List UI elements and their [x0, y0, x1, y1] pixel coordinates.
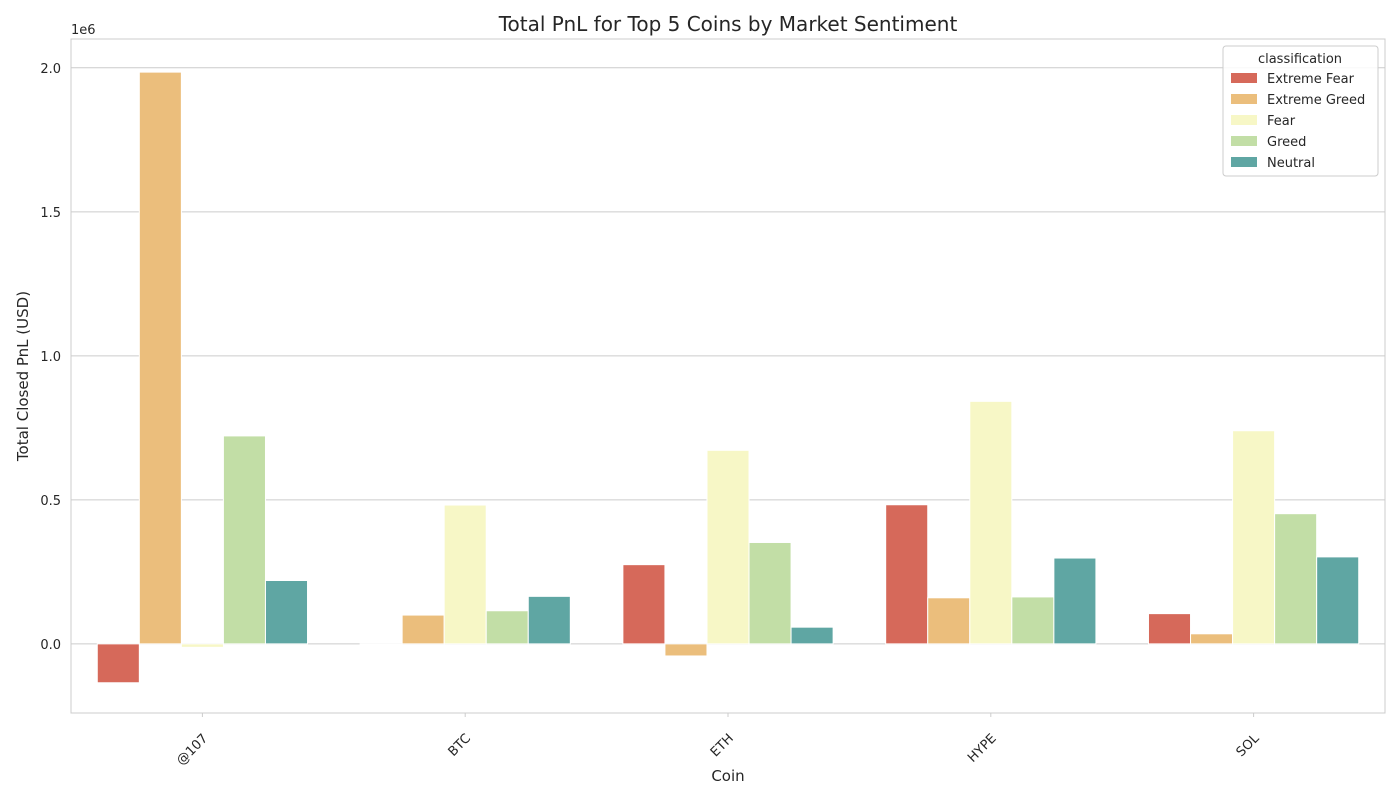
bar-SOL-neutral	[1316, 556, 1360, 645]
y-scale-multiplier: 1e6	[71, 23, 96, 38]
y-tick-label: 0.0	[40, 638, 61, 653]
bar-SOL-extreme-fear	[1147, 613, 1192, 645]
legend-swatch	[1231, 115, 1257, 125]
bar-@107-extreme-fear	[96, 643, 140, 684]
bar-BTC-neutral	[527, 595, 571, 645]
x-axis-label: Coin	[711, 767, 744, 785]
bar-BTC-greed	[485, 610, 529, 645]
y-tick-label: 0.5	[40, 494, 61, 509]
bars	[96, 71, 1360, 684]
bar-@107-greed	[222, 435, 266, 645]
bar-SOL-greed	[1274, 513, 1318, 645]
legend-box	[1222, 45, 1379, 177]
bar-SOL-extreme-greed	[1190, 633, 1234, 645]
y-tick-label: 1.5	[40, 206, 61, 221]
y-axis-label: Total Closed PnL (USD)	[14, 291, 32, 462]
bar-HYPE-neutral	[1053, 557, 1097, 645]
legend-label: Extreme Fear	[1267, 72, 1355, 87]
bar-ETH-greed	[748, 541, 792, 645]
bar-HYPE-fear	[969, 400, 1013, 645]
bar-BTC-fear	[443, 504, 487, 645]
legend-swatch	[1231, 136, 1257, 146]
bar-ETH-extreme-fear	[622, 564, 666, 645]
chart-title: Total PnL for Top 5 Coins by Market Sent…	[498, 12, 958, 36]
legend-label: Fear	[1267, 114, 1296, 129]
legend-swatch	[1231, 94, 1257, 104]
bar-SOL-fear	[1232, 430, 1276, 645]
legend-swatch	[1231, 73, 1257, 83]
bar-HYPE-greed	[1011, 596, 1055, 645]
legend: classification Extreme Fear Extreme Greed…	[1222, 45, 1379, 177]
bar-@107-extreme-greed	[138, 71, 182, 645]
bar-@107-fear	[180, 643, 224, 648]
legend-swatch	[1231, 157, 1257, 167]
legend-title: classification	[1258, 52, 1342, 67]
bar-ETH-extreme-greed	[664, 643, 708, 657]
legend-label: Extreme Greed	[1267, 93, 1365, 108]
y-tick-label: 1.0	[40, 350, 61, 365]
bar-@107-neutral	[264, 580, 309, 645]
legend-label: Neutral	[1267, 156, 1315, 171]
y-tick-label: 2.0	[40, 62, 61, 77]
bar-HYPE-extreme-greed	[927, 597, 971, 645]
bar-ETH-neutral	[790, 626, 834, 645]
y-tick-labels: 0.0 0.5 1.0 1.5 2.0	[40, 62, 61, 653]
bar-ETH-fear	[706, 449, 750, 645]
legend-label: Greed	[1267, 135, 1306, 150]
legend-items: Extreme Fear Extreme Greed Fear Greed Neutra…	[1231, 72, 1365, 171]
bar-BTC-extreme-fear	[359, 643, 403, 645]
bar-HYPE-extreme-fear	[885, 504, 929, 645]
bar-BTC-extreme-greed	[401, 614, 445, 645]
